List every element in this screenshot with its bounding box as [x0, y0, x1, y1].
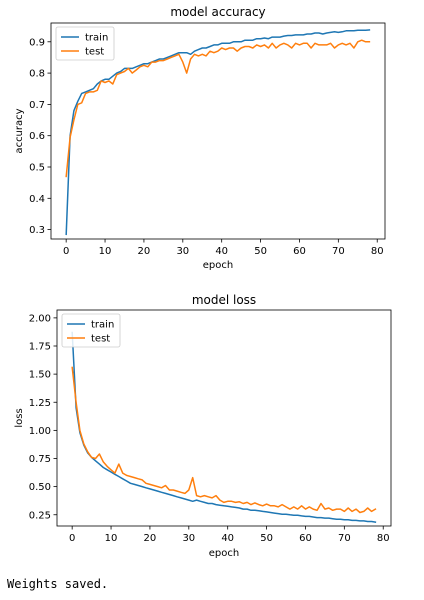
x-tick-label: 50 [254, 246, 267, 257]
x-tick-label: 50 [260, 533, 273, 544]
x-tick-label: 60 [293, 246, 306, 257]
x-axis-label: epoch [203, 260, 233, 271]
y-tick-label: 0.6 [29, 131, 45, 142]
legend-label-test: test [85, 47, 104, 58]
series-line-train [71, 331, 377, 523]
y-tick-label: 0.3 [29, 225, 45, 236]
chart-title: model accuracy [170, 5, 265, 19]
y-tick-label: 0.75 [29, 454, 51, 465]
y-tick-label: 0.7 [29, 100, 45, 111]
y-tick-label: 1.75 [29, 342, 51, 353]
legend-label-test: test [91, 334, 110, 345]
output-message: Weights saved. [7, 577, 109, 591]
y-tick-label: 0.25 [29, 510, 51, 521]
x-tick-label: 40 [215, 246, 228, 257]
series-line-test [65, 39, 371, 178]
x-tick-label: 20 [144, 533, 157, 544]
x-tick-label: 30 [176, 246, 189, 257]
x-tick-label: 60 [299, 533, 312, 544]
x-axis-label: epoch [209, 548, 239, 559]
legend-label-train: train [85, 33, 108, 44]
x-tick-label: 20 [138, 246, 151, 257]
y-tick-label: 0.4 [29, 194, 45, 205]
y-axis-label: accuracy [14, 108, 25, 153]
y-tick-label: 0.8 [29, 69, 45, 80]
legend-label-train: train [91, 320, 114, 331]
y-tick-label: 1.50 [29, 370, 51, 381]
series-line-test [71, 366, 377, 514]
x-tick-label: 70 [332, 246, 345, 257]
series-line-train [65, 29, 371, 236]
y-tick-label: 0.5 [29, 163, 45, 174]
x-tick-label: 10 [105, 533, 118, 544]
x-tick-label: 0 [69, 533, 75, 544]
y-tick-label: 1.00 [29, 426, 51, 437]
y-tick-label: 2.00 [29, 313, 51, 324]
y-tick-label: 0.9 [29, 37, 45, 48]
x-tick-label: 70 [338, 533, 351, 544]
loss-chart: model loss epoch loss 0 10 20 30 40 50 60 70 80 0… [14, 293, 392, 559]
y-tick-label: 1.25 [29, 398, 51, 409]
x-tick-label: 0 [63, 246, 69, 257]
x-tick-label: 40 [221, 533, 234, 544]
y-axis-label: loss [14, 408, 25, 427]
y-tick-label: 0.50 [29, 482, 51, 493]
x-tick-label: 80 [377, 533, 390, 544]
chart-title: model loss [192, 293, 256, 307]
x-tick-label: 10 [99, 246, 112, 257]
x-tick-label: 30 [182, 533, 195, 544]
accuracy-chart: model accuracy epoch accuracy 0 10 20 30 40 5… [14, 5, 386, 271]
x-tick-label: 80 [371, 246, 384, 257]
